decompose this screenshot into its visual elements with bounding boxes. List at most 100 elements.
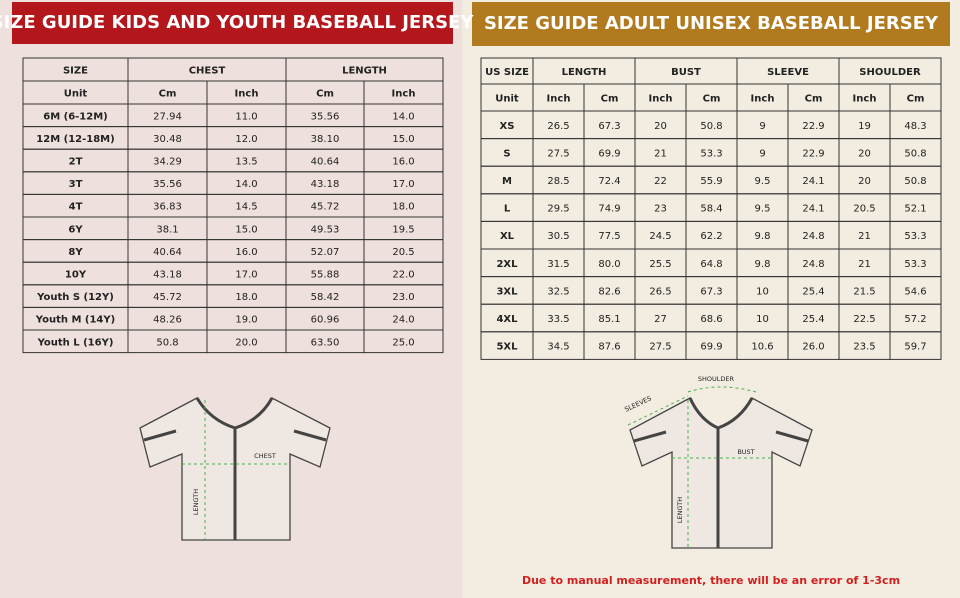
table-value: 58.42 bbox=[311, 292, 340, 303]
size-label: XL bbox=[500, 231, 515, 242]
table-value: 55.9 bbox=[700, 176, 722, 187]
table-value: 49.53 bbox=[311, 224, 340, 235]
table-value: 20.5 bbox=[392, 247, 414, 258]
table-value: 25.4 bbox=[802, 286, 824, 297]
unit-header: Inch bbox=[853, 94, 877, 105]
size-label: 6Y bbox=[68, 224, 83, 235]
size-label: 6M (6-12M) bbox=[43, 111, 108, 122]
table-value: 26.5 bbox=[547, 121, 569, 132]
table-value: 10 bbox=[756, 314, 769, 325]
table-value: 43.18 bbox=[311, 179, 340, 190]
table-value: 9 bbox=[759, 148, 765, 159]
unit-header: Cm bbox=[601, 94, 619, 105]
table-value: 35.56 bbox=[311, 111, 340, 122]
table-value: 55.88 bbox=[311, 270, 340, 281]
size-label: 4XL bbox=[496, 314, 518, 325]
table-value: 25.4 bbox=[802, 314, 824, 325]
unit-header: Inch bbox=[751, 94, 775, 105]
size-label: S bbox=[503, 148, 510, 159]
table-value: 20 bbox=[654, 121, 667, 132]
table-value: 25.0 bbox=[392, 337, 414, 348]
kids-jersey: CHEST LENGTH bbox=[139, 397, 331, 541]
table-cell bbox=[363, 329, 444, 354]
chest-label: CHEST bbox=[254, 452, 276, 460]
table-value: 22.5 bbox=[853, 314, 875, 325]
table-value: 85.1 bbox=[598, 314, 620, 325]
table-value: 80.0 bbox=[598, 259, 620, 270]
unit-header: Inch bbox=[547, 94, 571, 105]
table-value: 64.8 bbox=[700, 259, 722, 270]
table-value: 24.8 bbox=[802, 259, 824, 270]
size-label: M bbox=[502, 176, 512, 187]
table-value: 59.7 bbox=[904, 342, 926, 353]
table-value: 16.0 bbox=[392, 157, 414, 168]
table-value: 52.1 bbox=[904, 204, 926, 215]
table-value: 50.8 bbox=[156, 337, 178, 348]
table-value: 45.72 bbox=[153, 292, 182, 303]
size-label: 12M (12-18M) bbox=[36, 134, 114, 145]
table-value: 18.0 bbox=[235, 292, 257, 303]
column-header: US SIZE bbox=[485, 67, 529, 78]
table-value: 10 bbox=[756, 286, 769, 297]
table-value: 26.0 bbox=[802, 342, 824, 353]
unit-header: Unit bbox=[495, 94, 519, 105]
table-value: 60.96 bbox=[311, 315, 340, 326]
table-value: 43.18 bbox=[153, 270, 182, 281]
table-value: 24.1 bbox=[802, 176, 824, 187]
table-value: 48.3 bbox=[904, 121, 926, 132]
table-value: 9.8 bbox=[755, 231, 771, 242]
table-value: 34.5 bbox=[547, 342, 569, 353]
table-value: 13.5 bbox=[235, 157, 257, 168]
unit-header: Inch bbox=[235, 89, 259, 100]
column-header: LENGTH bbox=[342, 66, 387, 77]
table-value: 24.1 bbox=[802, 204, 824, 215]
table-value: 9.8 bbox=[755, 259, 771, 270]
table-value: 69.9 bbox=[700, 342, 722, 353]
table-value: 27 bbox=[654, 314, 667, 325]
table-value: 9.5 bbox=[755, 176, 771, 187]
note: Due to manual measurement, there will be… bbox=[522, 574, 900, 587]
adult-title-bar bbox=[472, 2, 950, 46]
table-value: 14.0 bbox=[235, 179, 257, 190]
table-value: 11.0 bbox=[235, 111, 257, 122]
table-value: 21 bbox=[858, 259, 871, 270]
table-value: 19 bbox=[858, 121, 871, 132]
table-value: 50.8 bbox=[904, 176, 926, 187]
table-value: 21 bbox=[858, 231, 871, 242]
table-value: 67.3 bbox=[598, 121, 620, 132]
table-value: 29.5 bbox=[547, 204, 569, 215]
table-value: 40.64 bbox=[153, 247, 182, 258]
table-value: 24.0 bbox=[392, 315, 414, 326]
table-value: 17.0 bbox=[235, 270, 257, 281]
table-value: 22 bbox=[654, 176, 667, 187]
unit-header: Inch bbox=[392, 89, 416, 100]
table-value: 48.26 bbox=[153, 315, 182, 326]
size-label: 8Y bbox=[68, 247, 83, 258]
table-value: 14.5 bbox=[235, 202, 257, 213]
table-value: 38.10 bbox=[311, 134, 340, 145]
table-value: 23.0 bbox=[392, 292, 414, 303]
table-value: 12.0 bbox=[235, 134, 257, 145]
table-value: 9 bbox=[759, 121, 765, 132]
table-value: 31.5 bbox=[547, 259, 569, 270]
table-value: 15.0 bbox=[235, 224, 257, 235]
table-value: 32.5 bbox=[547, 286, 569, 297]
table-value: 14.0 bbox=[392, 111, 414, 122]
column-header: SHOULDER bbox=[859, 67, 921, 78]
table-value: 52.07 bbox=[311, 247, 340, 258]
table-value: 27.5 bbox=[649, 342, 671, 353]
table-value: 17.0 bbox=[392, 179, 414, 190]
table-value: 63.50 bbox=[311, 337, 340, 348]
table-value: 16.0 bbox=[235, 247, 257, 258]
kids-title-bar bbox=[12, 2, 453, 44]
column-header: LENGTH bbox=[562, 67, 607, 78]
table-value: 20 bbox=[858, 176, 871, 187]
table-cell bbox=[889, 331, 942, 360]
size-label: 10Y bbox=[65, 270, 87, 281]
table-value: 21 bbox=[654, 148, 667, 159]
table-value: 26.5 bbox=[649, 286, 671, 297]
unit-header: Cm bbox=[159, 89, 177, 100]
size-label: XS bbox=[500, 121, 515, 132]
table-value: 28.5 bbox=[547, 176, 569, 187]
table-value: 10.6 bbox=[751, 342, 773, 353]
